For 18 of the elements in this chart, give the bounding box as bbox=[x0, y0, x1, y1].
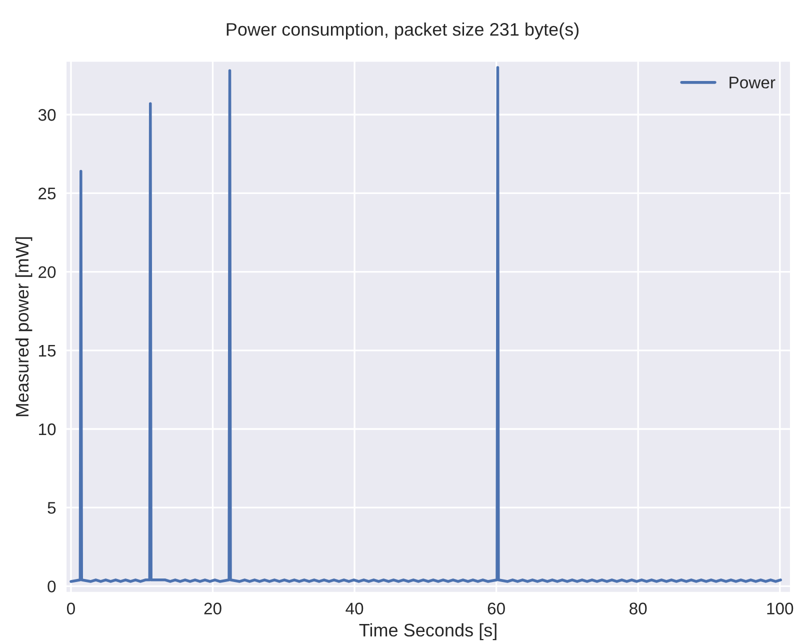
line-series bbox=[70, 66, 782, 583]
x-tick-label: 20 bbox=[204, 602, 222, 614]
x-tick-label: 80 bbox=[630, 602, 647, 614]
y-tick-label: 20 bbox=[38, 266, 56, 278]
y-tick-label: 10 bbox=[39, 423, 56, 436]
y-tick-label: 5 bbox=[48, 502, 56, 514]
y-axis-title: Measured power [mW] bbox=[15, 237, 32, 416]
x-tick-label: 60 bbox=[488, 602, 505, 614]
x-tick-label: 0 bbox=[66, 602, 75, 614]
x-axis-title: Time Seconds [s] bbox=[359, 623, 496, 640]
y-tick-label: 25 bbox=[38, 188, 56, 200]
y-tick-label: 30 bbox=[38, 109, 56, 121]
x-tick-label: 100 bbox=[767, 602, 794, 614]
y-tick-label: 0 bbox=[48, 580, 56, 592]
chart-title: Power consumption, packet size 231 byte(s) bbox=[226, 22, 579, 40]
x-tick-label: 40 bbox=[346, 602, 364, 614]
y-tick-label: 15 bbox=[39, 344, 56, 357]
legend-label: Power bbox=[730, 76, 776, 88]
